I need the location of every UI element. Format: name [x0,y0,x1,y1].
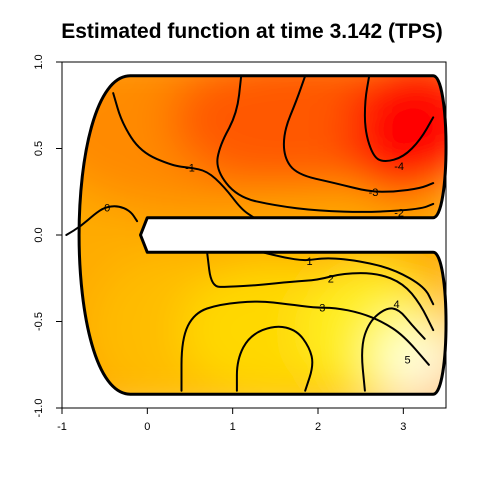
contour-label: 1 [306,256,312,268]
contour-line [180,300,430,392]
contour-label: -4 [394,161,404,173]
x-tick-label: 3 [400,421,406,433]
contour-line [282,74,435,193]
svg-text:-2: -2 [394,208,404,220]
contour-label: 3 [319,303,325,315]
contour-lines [65,74,435,392]
heat-field [79,75,447,395]
contour-line [361,307,426,392]
y-tick-label: 0.5 [33,141,45,156]
x-tick-label: -1 [57,421,67,433]
contour-label: 4 [393,299,399,311]
svg-text:1: 1 [306,256,312,268]
x-tick-label: 2 [315,421,321,433]
contour-line [216,74,435,213]
contour-label: 5 [405,355,411,367]
y-tick-label: -1.0 [33,399,45,418]
svg-text:4: 4 [393,299,399,311]
contour-line [261,251,435,306]
y-tick-label: 0.0 [33,227,45,242]
y-tick-label: -0.5 [33,312,45,331]
contour-line [112,92,255,219]
x-axis: -1 0 1 2 3 [57,407,406,433]
contour-line [206,251,435,332]
contour-label: -3 [369,187,379,199]
contour-label: -2 [394,208,404,220]
contour-line [235,325,314,392]
x-tick-label: 1 [230,421,236,433]
contour-label: 0 [104,202,110,214]
y-tick-label: 1.0 [33,54,45,69]
chart-title: Estimated function at time 3.142 (TPS) [61,20,443,43]
svg-text:-3: -3 [369,187,379,199]
contour-labels: -4 -3 -2 -1 0 1 2 3 4 5 [104,161,411,367]
svg-text:5: 5 [405,355,411,367]
svg-text:0: 0 [104,202,110,214]
contour-line [363,74,435,162]
svg-text:-4: -4 [394,161,404,173]
contour-label: 2 [328,273,334,285]
contour-label: -1 [185,163,195,175]
svg-text:3: 3 [319,303,325,315]
svg-text:2: 2 [328,273,334,285]
y-axis: -1.0 -0.5 0.0 0.5 1.0 [33,54,63,418]
svg-text:-1: -1 [185,163,195,175]
contour-line [65,205,139,236]
x-tick-label: 0 [144,421,150,433]
